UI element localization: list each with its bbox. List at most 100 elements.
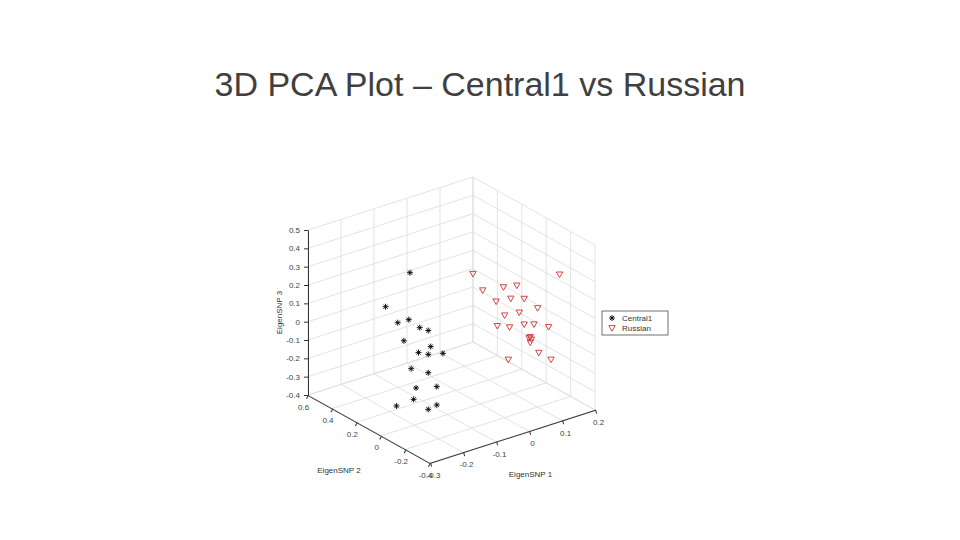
grid-line: [595, 245, 596, 410]
tick: 0.2: [588, 408, 607, 431]
tick-label: -0.3: [427, 471, 441, 480]
tick-label: -0.1: [286, 336, 300, 345]
tick-mark: [304, 230, 308, 231]
point: [534, 306, 540, 312]
point: [556, 272, 562, 278]
chart-root: 3D PCA Plot – Central1 vs Russian-0.4-0.…: [0, 0, 960, 540]
points: [383, 270, 563, 413]
tick-label: 0: [375, 443, 380, 452]
legend-box: [602, 311, 668, 335]
tick: 0.5: [289, 226, 308, 235]
point: [521, 322, 527, 328]
point: [545, 325, 551, 331]
point: [494, 323, 500, 329]
tick: 0.4: [289, 244, 308, 253]
point: [521, 296, 527, 302]
z-axis: -0.4-0.3-0.2-0.100.10.20.30.40.5: [286, 226, 308, 400]
grid-line: [430, 410, 595, 463]
grid-line: [473, 232, 595, 300]
tick-label: 0.5: [289, 226, 301, 235]
grid-line: [473, 305, 595, 373]
point: [440, 350, 446, 356]
tick: 0: [525, 430, 538, 450]
grid-line: [473, 177, 474, 342]
point: [527, 340, 533, 346]
grid-line: [473, 195, 595, 263]
tick-mark: [304, 285, 308, 286]
grid-line: [406, 396, 571, 449]
tick-label: 0.4: [322, 416, 334, 425]
grid-line: [407, 363, 529, 431]
tick-label: 0.1: [560, 429, 572, 438]
grid-line: [570, 231, 571, 396]
grid-line: [357, 369, 522, 422]
grid-line: [521, 204, 522, 369]
grid-line: [341, 384, 463, 452]
tick: -0.4: [286, 391, 308, 400]
tick: -0.1: [286, 336, 308, 345]
tick: -0.3: [286, 373, 308, 382]
point: [506, 325, 512, 331]
grid: [308, 177, 595, 463]
point: [425, 370, 431, 376]
tick: 0.3: [289, 263, 308, 272]
tick-label: -0.4: [286, 391, 300, 400]
tick-label: 0: [296, 318, 301, 327]
grid-line: [374, 209, 375, 374]
legend-marker: [609, 326, 615, 332]
tick-label: -0.1: [493, 450, 507, 459]
tick-mark: [380, 436, 382, 439]
point: [508, 296, 514, 302]
tick-mark: [304, 322, 308, 323]
point: [408, 366, 414, 372]
point: [531, 322, 537, 328]
point: [505, 357, 511, 363]
tick: 0: [371, 435, 387, 455]
tick-mark: [304, 395, 308, 396]
grid-line: [473, 177, 474, 342]
axis-line: [308, 396, 430, 464]
axis-title: EigenSNP 1: [509, 470, 553, 479]
axis-line: [431, 410, 596, 463]
grid-line: [473, 287, 595, 355]
tick-mark: [304, 377, 308, 378]
tick-mark: [496, 442, 497, 446]
tick: 0.4: [319, 406, 341, 430]
tick: -0.3: [422, 461, 444, 485]
point: [480, 288, 486, 294]
grid-line: [381, 383, 546, 436]
grid-line: [308, 395, 430, 463]
point: [548, 357, 554, 363]
grid-line: [497, 191, 498, 356]
axis-title: EigenSNP 2: [317, 466, 361, 475]
legend-label: Russian: [622, 324, 651, 333]
tick-label: 0: [530, 439, 535, 448]
y-axis: -0.4-0.200.20.40.6: [294, 393, 440, 486]
tick: 0: [296, 318, 308, 327]
tick-label: 0.2: [289, 281, 301, 290]
point: [434, 402, 440, 408]
background: [0, 0, 960, 540]
series: [470, 271, 563, 362]
tick-mark: [331, 409, 333, 412]
point: [501, 313, 507, 319]
tick: 0.6: [294, 393, 316, 417]
point: [493, 299, 499, 305]
tick-label: -0.3: [286, 373, 300, 382]
tick-label: -0.2: [460, 460, 474, 469]
point: [383, 304, 389, 310]
point: [413, 385, 419, 391]
grid-line: [473, 250, 595, 318]
tick-mark: [304, 340, 308, 341]
grid-line: [341, 219, 342, 384]
tick: 0.1: [289, 299, 308, 308]
point: [470, 271, 476, 277]
tick-mark: [562, 420, 563, 424]
point: [516, 310, 522, 316]
tick-mark: [430, 463, 431, 467]
point: [514, 283, 520, 289]
tick: -0.2: [390, 446, 415, 472]
grid-line: [473, 342, 595, 410]
point: [411, 396, 417, 402]
tick-mark: [529, 431, 530, 435]
